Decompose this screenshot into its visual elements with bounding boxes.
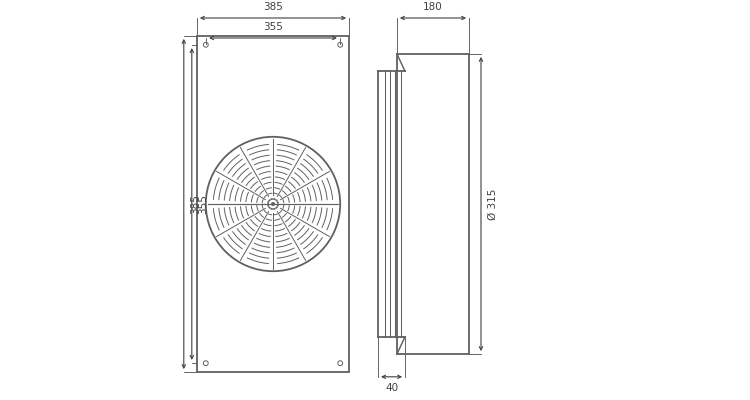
Text: 180: 180 — [423, 2, 442, 12]
Circle shape — [272, 202, 274, 206]
Text: Ø 315: Ø 315 — [488, 188, 497, 220]
Bar — [397, 54, 469, 354]
Bar — [197, 36, 349, 372]
Text: 355: 355 — [198, 194, 208, 214]
Text: 355: 355 — [263, 22, 283, 32]
Text: 40: 40 — [385, 383, 398, 393]
Text: 385: 385 — [263, 2, 283, 12]
Text: 385: 385 — [190, 194, 200, 214]
